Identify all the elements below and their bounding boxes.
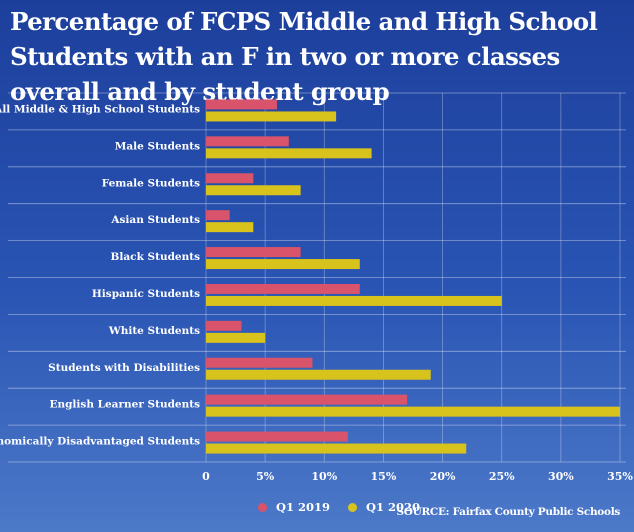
category-label-7: Students with Disabilities — [48, 362, 200, 374]
x-tick-label-6: 30% — [548, 470, 574, 483]
category-label-8: English Learner Students — [49, 399, 200, 411]
legend: Q1 2019 Q1 2020 — [258, 500, 438, 514]
bar-q1-2020-4 — [206, 259, 360, 270]
bar-q1-2019-7 — [206, 357, 313, 368]
legend-label-q1-2019: Q1 2019 — [276, 500, 331, 514]
x-tick-label-0: 0 — [202, 470, 210, 483]
bar-q1-2020-1 — [206, 148, 372, 159]
category-label-9: Economically Disadvantaged Students — [0, 436, 200, 448]
category-label-5: Hispanic Students — [92, 288, 200, 300]
x-tick-label-7: 35% — [607, 470, 633, 483]
category-label-6: White Students — [108, 325, 200, 337]
bar-q1-2019-8 — [206, 394, 408, 405]
x-tick-label-1: 5% — [256, 470, 275, 483]
bar-q1-2019-4 — [206, 247, 301, 258]
bar-q1-2020-3 — [206, 222, 254, 233]
bar-q1-2020-6 — [206, 332, 266, 343]
bar-q1-2020-2 — [206, 185, 301, 196]
chart-title: Percentage of FCPS Middle and High Schoo… — [10, 7, 598, 106]
category-label-2: Female Students — [102, 177, 200, 189]
x-tick-label-4: 20% — [430, 470, 456, 483]
category-labels: All Middle & High School Students Male St… — [0, 103, 200, 447]
bar-q1-2020-7 — [206, 369, 431, 380]
category-label-1: Male Students — [115, 140, 200, 152]
bars — [206, 99, 620, 454]
legend-swatch-q1-2020 — [348, 502, 358, 512]
bar-q1-2019-9 — [206, 431, 348, 442]
bar-q1-2019-1 — [206, 136, 289, 147]
x-tick-labels: 0 5% 10% 15% 20% 25% 30% 35% — [202, 470, 633, 483]
bar-q1-2019-6 — [206, 320, 242, 331]
x-tick-label-2: 10% — [311, 470, 337, 483]
bar-q1-2020-8 — [206, 406, 620, 417]
legend-item-q1-2020: Q1 2020 — [348, 500, 420, 514]
x-tick-label-3: 15% — [371, 470, 397, 483]
category-label-0: All Middle & High School Students — [0, 103, 200, 115]
bar-q1-2019-5 — [206, 283, 360, 294]
category-label-3: Asian Students — [110, 214, 200, 226]
bar-q1-2020-0 — [206, 111, 337, 122]
bar-q1-2019-3 — [206, 210, 230, 221]
bar-q1-2019-0 — [206, 99, 277, 110]
legend-label-q1-2020: Q1 2020 — [366, 500, 421, 514]
category-label-4: Black Students — [111, 251, 201, 263]
x-tick-label-5: 25% — [489, 470, 515, 483]
legend-swatch-q1-2019 — [258, 502, 267, 512]
bar-q1-2020-9 — [206, 443, 467, 454]
source-note: SOURCE: Fairfax County Public Schools — [396, 506, 621, 518]
bar-q1-2019-2 — [206, 173, 254, 184]
legend-item-q1-2019: Q1 2019 — [258, 500, 330, 514]
bar-q1-2020-5 — [206, 295, 502, 306]
